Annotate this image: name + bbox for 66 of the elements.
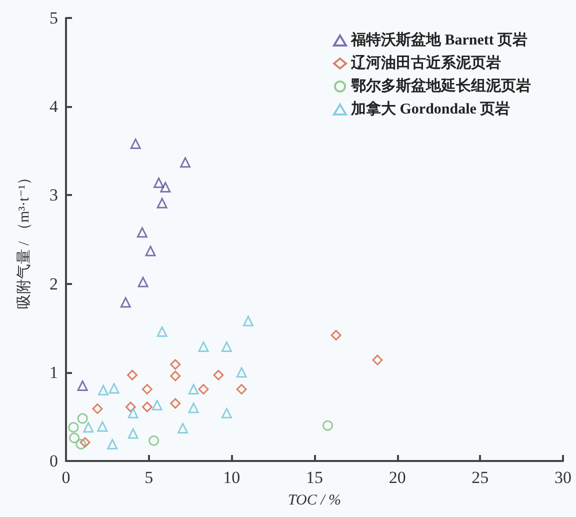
point bbox=[198, 384, 209, 394]
point bbox=[138, 276, 148, 288]
y-tick-label: 3 bbox=[50, 186, 58, 205]
point bbox=[152, 400, 162, 410]
point bbox=[330, 330, 342, 340]
point bbox=[188, 402, 199, 414]
point bbox=[156, 198, 168, 208]
y-tick-label: 2 bbox=[50, 274, 58, 294]
point bbox=[213, 370, 224, 380]
legend-label: 加拿大 Gordondale 页岩 bbox=[350, 100, 510, 118]
point bbox=[77, 413, 88, 424]
legend-label: 福特沃斯盆地 Barnett 页岩 bbox=[350, 32, 528, 48]
point bbox=[156, 326, 168, 337]
point bbox=[188, 384, 199, 394]
point bbox=[221, 341, 232, 352]
x-tick-label: 5 bbox=[144, 468, 154, 487]
x-axis-title: TOC / % bbox=[288, 492, 342, 508]
point bbox=[170, 370, 181, 382]
y-tick-label: 5 bbox=[50, 8, 58, 28]
point bbox=[130, 138, 141, 150]
point bbox=[372, 354, 383, 366]
point bbox=[142, 402, 152, 412]
point bbox=[145, 246, 156, 256]
point bbox=[148, 435, 160, 446]
x-tick-label: 25 bbox=[472, 468, 489, 487]
legend-label: 鄂尔多斯盆地延长组泥页岩 bbox=[351, 78, 531, 94]
point bbox=[236, 384, 247, 394]
point bbox=[107, 438, 118, 450]
point bbox=[83, 422, 94, 433]
legend-label: 辽河油田古近系泥页岩 bbox=[350, 54, 501, 72]
point bbox=[69, 432, 80, 444]
point bbox=[198, 341, 209, 352]
point bbox=[142, 384, 152, 394]
y-tick-label: 1 bbox=[50, 362, 58, 382]
point bbox=[322, 420, 334, 431]
point bbox=[170, 398, 181, 409]
point bbox=[170, 359, 181, 370]
y-tick-label: 0 bbox=[50, 452, 58, 470]
point bbox=[68, 422, 79, 433]
point bbox=[97, 421, 108, 432]
point bbox=[160, 182, 171, 192]
point bbox=[127, 370, 138, 380]
point bbox=[98, 384, 109, 396]
x-tick-label: 20 bbox=[388, 468, 406, 487]
point bbox=[80, 437, 90, 448]
point bbox=[128, 408, 138, 418]
point bbox=[242, 316, 254, 326]
point bbox=[178, 422, 188, 434]
point bbox=[120, 297, 131, 308]
point bbox=[128, 428, 138, 439]
point bbox=[108, 383, 120, 394]
point bbox=[236, 367, 247, 378]
point bbox=[76, 438, 86, 450]
point bbox=[77, 380, 88, 391]
x-tick-label: 15 bbox=[306, 468, 323, 487]
x-tick-label: 10 bbox=[223, 468, 240, 487]
y-axis-title: 吸附气量 / （m³·t⁻¹） bbox=[16, 170, 32, 310]
point bbox=[221, 408, 232, 418]
x-tick-label: 0 bbox=[62, 468, 70, 487]
point bbox=[154, 178, 164, 188]
point bbox=[180, 157, 191, 168]
point bbox=[125, 402, 136, 412]
point bbox=[136, 227, 148, 238]
y-tick-label: 4 bbox=[50, 97, 58, 116]
point bbox=[92, 403, 103, 414]
x-tick-label: 30 bbox=[554, 468, 572, 487]
